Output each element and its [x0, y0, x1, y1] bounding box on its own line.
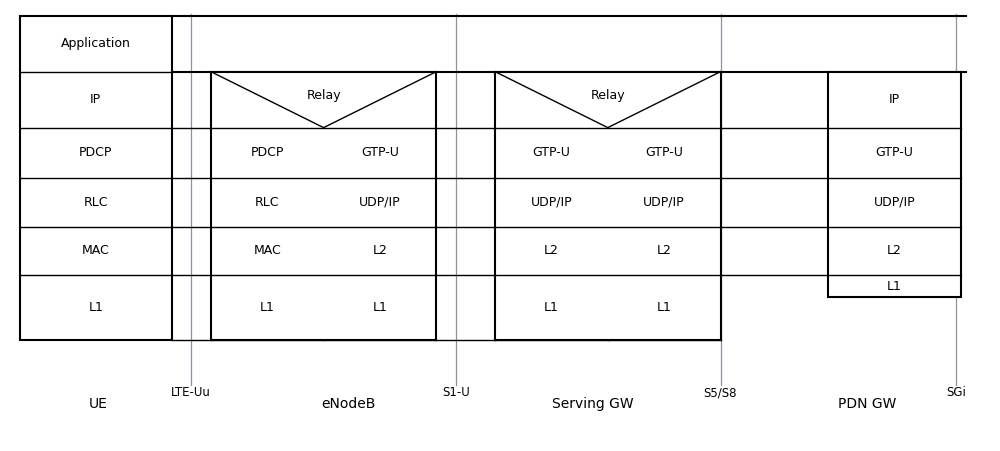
Text: LTE-Uu: LTE-Uu	[171, 386, 211, 399]
Text: S1-U: S1-U	[442, 386, 470, 399]
Text: RLC: RLC	[84, 196, 108, 209]
Text: L2: L2	[373, 244, 387, 257]
Text: RLC: RLC	[255, 196, 280, 209]
Bar	[211, 72, 436, 341]
Text: L1: L1	[887, 280, 902, 293]
Text: SGi: SGi	[946, 386, 966, 399]
Text: MAC: MAC	[253, 244, 281, 257]
Text: S5/S8: S5/S8	[704, 386, 737, 399]
Text: GTP-U: GTP-U	[645, 146, 683, 159]
Text: L1: L1	[657, 301, 672, 314]
Text: UDP/IP: UDP/IP	[643, 196, 685, 209]
Text: L2: L2	[887, 244, 902, 257]
Text: PDN GW: PDN GW	[838, 397, 897, 411]
Text: Application: Application	[61, 37, 131, 50]
Text: IP: IP	[90, 93, 101, 106]
Text: L1: L1	[260, 301, 275, 314]
Text: PDCP: PDCP	[79, 146, 112, 159]
Text: IP: IP	[889, 93, 900, 106]
Text: Relay: Relay	[306, 89, 341, 102]
Bar	[20, 16, 172, 341]
Text: eNodeB: eNodeB	[321, 397, 375, 411]
Text: Serving GW: Serving GW	[552, 397, 634, 411]
Bar	[495, 72, 720, 341]
Text: Relay: Relay	[590, 89, 625, 102]
Text: MAC: MAC	[82, 244, 110, 257]
Text: GTP-U: GTP-U	[876, 146, 913, 159]
Text: UDP/IP: UDP/IP	[531, 196, 572, 209]
Bar	[828, 72, 961, 297]
Text: UDP/IP: UDP/IP	[359, 196, 401, 209]
Text: PDCP: PDCP	[251, 146, 284, 159]
Text: L1: L1	[544, 301, 559, 314]
Text: L1: L1	[88, 301, 103, 314]
Text: L2: L2	[544, 244, 559, 257]
Text: L2: L2	[657, 244, 672, 257]
Text: UE: UE	[89, 397, 108, 411]
Text: GTP-U: GTP-U	[533, 146, 570, 159]
Text: L1: L1	[373, 301, 387, 314]
Text: UDP/IP: UDP/IP	[874, 196, 915, 209]
Text: GTP-U: GTP-U	[361, 146, 399, 159]
